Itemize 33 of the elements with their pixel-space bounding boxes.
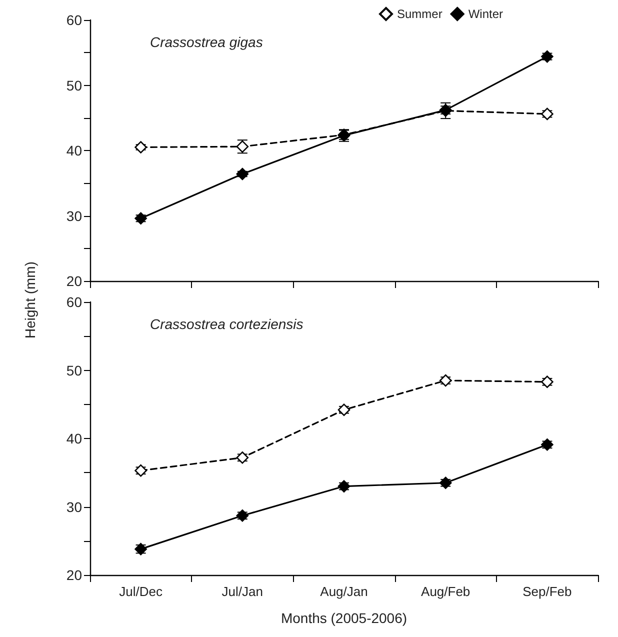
y-axis-title: Height (mm) (22, 261, 38, 339)
x-tick-label: Jul/Dec (119, 584, 163, 599)
x-tick-label: Aug/Jan (320, 584, 368, 599)
y-tick-label: 20 (66, 273, 82, 289)
y-tick-label: 50 (66, 77, 82, 94)
x-tick-label: Aug/Feb (421, 584, 470, 599)
y-tick-label: 30 (66, 208, 82, 224)
y-tick-label: 40 (66, 142, 82, 158)
point (236, 451, 249, 464)
annotation: Crassostrea gigas (150, 34, 263, 50)
point (541, 108, 554, 120)
point (134, 464, 147, 477)
point (134, 141, 147, 154)
point (541, 50, 554, 63)
x-tick-label: Jul/Jan (222, 584, 263, 599)
y-tick-label: 30 (66, 498, 82, 515)
legend-label: Summer (396, 7, 442, 21)
y-tick-label: 60 (66, 12, 82, 28)
x-axis-title: Months (2005-2006) (280, 610, 408, 626)
point (439, 476, 452, 490)
x-tick-label: Sep/Feb (522, 584, 572, 599)
y-tick-label: 40 (66, 430, 82, 446)
point (134, 212, 147, 225)
point (439, 374, 452, 387)
point (541, 376, 554, 388)
legend-label: Winter (468, 7, 504, 21)
point (541, 438, 554, 451)
y-tick-label: 20 (66, 567, 82, 583)
y-tick-label: 60 (66, 294, 82, 310)
point (236, 509, 249, 522)
point (236, 168, 249, 180)
y-tick-label: 50 (66, 362, 82, 378)
annotation: Crassostrea corteziensis (150, 316, 304, 332)
